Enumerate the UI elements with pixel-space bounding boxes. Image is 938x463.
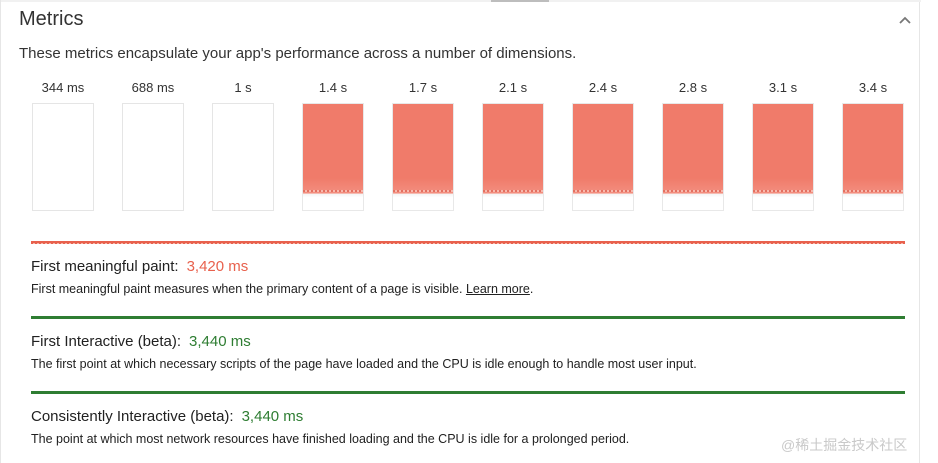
watermark: @稀土掘金技术社区 (781, 437, 908, 453)
filmstrip-frame: 2.8 s (661, 78, 725, 211)
metric-first-interactive: First Interactive (beta): 3,440 ms The fi… (31, 316, 905, 371)
frame-thumbnail (122, 103, 184, 211)
metric-description-text: The point at which most network resource… (31, 432, 630, 446)
frame-time-label: 688 ms (131, 80, 175, 95)
filmstrip-frame: 688 ms (121, 78, 185, 211)
metric-description-text: The first point at which necessary scrip… (31, 357, 697, 371)
frame-time-label: 1.4 s (318, 80, 348, 95)
section-description: These metrics encapsulate your app's per… (19, 45, 577, 62)
filmstrip-frame: 1.7 s (391, 78, 455, 211)
frame-thumbnail (482, 103, 544, 211)
metric-consistently-interactive: Consistently Interactive (beta): 3,440 ms… (31, 391, 905, 446)
frame-thumbnail (662, 103, 724, 211)
metric-status-bar (31, 391, 905, 394)
metric-title-line: Consistently Interactive (beta): 3,440 ms (31, 408, 905, 425)
metric-status-bar (31, 241, 905, 244)
metric-name: First meaningful paint: (31, 258, 179, 275)
metric-description: The point at which most network resource… (31, 432, 905, 446)
frame-time-label: 2.1 s (498, 80, 528, 95)
frame-time-label: 2.8 s (678, 80, 708, 95)
frame-thumbnail (302, 103, 364, 211)
metric-value: 3,420 ms (186, 258, 249, 275)
filmstrip-frame: 344 ms (31, 78, 95, 211)
top-tab-indicator (491, 0, 549, 2)
filmstrip-frame: 3.4 s (841, 78, 905, 211)
filmstrip: 344 ms 688 ms 1 s 1.4 s 1.7 s 2.1 s 2.4 … (31, 78, 911, 218)
metric-name: Consistently Interactive (beta): (31, 408, 234, 425)
frame-time-label: 344 ms (41, 80, 85, 95)
metric-value: 3,440 ms (241, 408, 304, 425)
frame-time-label: 2.4 s (588, 80, 618, 95)
frame-thumbnail (212, 103, 274, 211)
metric-value: 3,440 ms (189, 333, 251, 350)
frame-time-label: 3.1 s (768, 80, 798, 95)
frame-thumbnail (752, 103, 814, 211)
frame-thumbnail (842, 103, 904, 211)
metric-first-meaningful-paint: First meaningful paint: 3,420 ms First me… (31, 241, 905, 296)
metric-description-text: First meaningful paint measures when the… (31, 282, 466, 296)
frame-time-label: 1 s (234, 80, 252, 95)
metric-name: First Interactive (beta): (31, 333, 182, 350)
filmstrip-frame: 1 s (211, 78, 275, 211)
frame-time-label: 1.7 s (408, 80, 438, 95)
filmstrip-frame: 1.4 s (301, 78, 365, 211)
frame-thumbnail (32, 103, 94, 211)
frame-time-label: 3.4 s (858, 80, 888, 95)
learn-more-link[interactable]: Learn more (465, 282, 530, 296)
frame-thumbnail (572, 103, 634, 211)
metric-title-line: First Interactive (beta): 3,440 ms (31, 333, 905, 350)
filmstrip-frame: 2.1 s (481, 78, 545, 211)
section-title: Metrics (19, 8, 84, 30)
metric-status-bar (31, 316, 905, 319)
metric-title-line: First meaningful paint: 3,420 ms (31, 258, 905, 275)
top-border (1, 0, 921, 2)
metric-description: First meaningful paint measures when the… (31, 282, 905, 296)
frame-thumbnail (392, 103, 454, 211)
metric-description: The first point at which necessary scrip… (31, 357, 905, 371)
filmstrip-frame: 2.4 s (571, 78, 635, 211)
filmstrip-frame: 3.1 s (751, 78, 815, 211)
chevron-up-icon[interactable] (895, 10, 915, 30)
metric-description-suffix: . (529, 282, 534, 296)
